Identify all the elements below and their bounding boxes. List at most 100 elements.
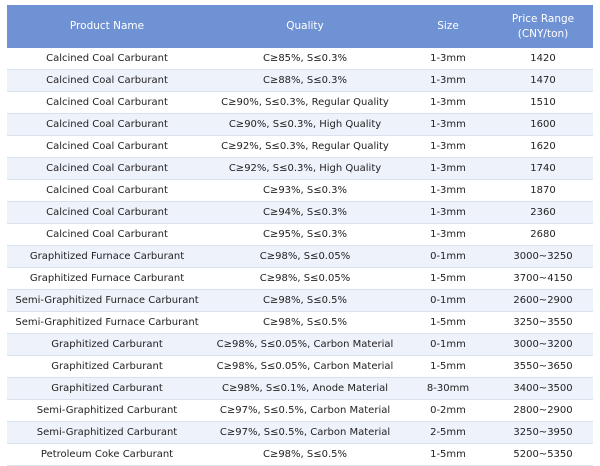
cell-price-range: 2360 xyxy=(493,201,593,224)
cell-quality: C≥98%, S≤0.05%, Carbon Material xyxy=(207,355,403,378)
table-row: Calcined Coal Carburant C≥93%, S≤0.3% 1-3m… xyxy=(7,179,593,202)
table-row: Graphitized Furnace Carburant C≥98%, S≤0.… xyxy=(7,267,593,290)
header-product-name: Product Name xyxy=(7,5,207,48)
cell-quality: C≥94%, S≤0.3% xyxy=(207,201,403,224)
cell-size: 0-2mm xyxy=(403,399,493,422)
cell-product-name: Graphitized Furnace Carburant xyxy=(7,245,207,268)
cell-price-range: 1620 xyxy=(493,135,593,158)
cell-size: 8-30mm xyxy=(403,377,493,400)
cell-product-name: Calcined Coal Carburant xyxy=(7,157,207,180)
table-row: Petroleum Coke Carburant C≥98%, S≤0.5% 1-5… xyxy=(7,443,593,466)
table-row: Calcined Coal Carburant C≥94%, S≤0.3% 1-3m… xyxy=(7,201,593,224)
cell-size: 1-3mm xyxy=(403,179,493,202)
cell-price-range: 3000~3250 xyxy=(493,245,593,268)
cell-product-name: Graphitized Carburant xyxy=(7,377,207,400)
cell-size: 1-3mm xyxy=(403,69,493,92)
cell-size: 1-3mm xyxy=(403,113,493,136)
cell-quality: C≥98%, S≤0.5% xyxy=(207,311,403,334)
cell-product-name: Graphitized Furnace Carburant xyxy=(7,267,207,290)
cell-price-range: 1600 xyxy=(493,113,593,136)
cell-quality: C≥97%, S≤0.5%, Carbon Material xyxy=(207,421,403,444)
cell-size: 1-5mm xyxy=(403,267,493,290)
table-row: Calcined Coal Carburant C≥95%, S≤0.3% 1-3m… xyxy=(7,223,593,246)
cell-price-range: 3550~3650 xyxy=(493,355,593,378)
cell-size: 1-5mm xyxy=(403,443,493,466)
cell-product-name: Semi-Graphitized Furnace Carburant xyxy=(7,311,207,334)
cell-price-range: 3250~3550 xyxy=(493,311,593,334)
table-row: Calcined Coal Carburant C≥92%, S≤0.3%, Re… xyxy=(7,135,593,158)
header-size: Size xyxy=(403,5,493,48)
header-quality: Quality xyxy=(207,5,403,48)
cell-price-range: 2800~2900 xyxy=(493,399,593,422)
cell-price-range: 2600~2900 xyxy=(493,289,593,312)
cell-quality: C≥98%, S≤0.05%, Carbon Material xyxy=(207,333,403,356)
table-row: Graphitized Carburant C≥98%, S≤0.05%, Car… xyxy=(7,355,593,378)
table-header-row: Product Name Quality Size Price Range (C… xyxy=(7,5,593,48)
carburant-price-table: Product Name Quality Size Price Range (C… xyxy=(7,5,593,466)
table-row: Calcined Coal Carburant C≥92%, S≤0.3%, Hi… xyxy=(7,157,593,180)
cell-quality: C≥88%, S≤0.3% xyxy=(207,69,403,92)
cell-size: 1-3mm xyxy=(403,201,493,224)
table-row: Graphitized Carburant C≥98%, S≤0.1%, Anod… xyxy=(7,377,593,400)
cell-size: 1-3mm xyxy=(403,157,493,180)
cell-product-name: Graphitized Carburant xyxy=(7,355,207,378)
cell-product-name: Semi-Graphitized Carburant xyxy=(7,399,207,422)
cell-size: 1-3mm xyxy=(403,223,493,246)
price-table-container: Product Name Quality Size Price Range (C… xyxy=(7,5,593,466)
cell-product-name: Calcined Coal Carburant xyxy=(7,135,207,158)
cell-price-range: 3250~3950 xyxy=(493,421,593,444)
cell-quality: C≥98%, S≤0.5% xyxy=(207,443,403,466)
table-row: Calcined Coal Carburant C≥88%, S≤0.3% 1-3m… xyxy=(7,69,593,92)
cell-price-range: 2680 xyxy=(493,223,593,246)
cell-quality: C≥90%, S≤0.3%, Regular Quality xyxy=(207,91,403,114)
cell-product-name: Semi-Graphitized Carburant xyxy=(7,421,207,444)
cell-price-range: 3400~3500 xyxy=(493,377,593,400)
cell-product-name: Calcined Coal Carburant xyxy=(7,91,207,114)
header-price-range-label: Price Range xyxy=(511,12,575,25)
cell-price-range: 1420 xyxy=(493,48,593,70)
table-row: Graphitized Carburant C≥98%, S≤0.05%, Car… xyxy=(7,333,593,356)
cell-price-range: 1740 xyxy=(493,157,593,180)
cell-price-range: 1870 xyxy=(493,179,593,202)
cell-product-name: Petroleum Coke Carburant xyxy=(7,443,207,466)
table-row: Calcined Coal Carburant C≥90%, S≤0.3%, Re… xyxy=(7,91,593,114)
cell-product-name: Graphitized Carburant xyxy=(7,333,207,356)
table-row: Semi-Graphitized Carburant C≥97%, S≤0.5%,… xyxy=(7,421,593,444)
cell-quality: C≥98%, S≤0.5% xyxy=(207,289,403,312)
header-price-range: Price Range (CNY/ton) xyxy=(493,5,593,48)
cell-product-name: Semi-Graphitized Furnace Carburant xyxy=(7,289,207,312)
cell-price-range: 1510 xyxy=(493,91,593,114)
cell-quality: C≥90%, S≤0.3%, High Quality xyxy=(207,113,403,136)
cell-quality: C≥85%, S≤0.3% xyxy=(207,48,403,70)
cell-size: 1-3mm xyxy=(403,135,493,158)
table-row: Calcined Coal Carburant C≥90%, S≤0.3%, Hi… xyxy=(7,113,593,136)
cell-size: 1-5mm xyxy=(403,355,493,378)
cell-product-name: Calcined Coal Carburant xyxy=(7,69,207,92)
cell-quality: C≥92%, S≤0.3%, High Quality xyxy=(207,157,403,180)
cell-size: 1-3mm xyxy=(403,48,493,70)
cell-product-name: Calcined Coal Carburant xyxy=(7,179,207,202)
table-row: Semi-Graphitized Carburant C≥97%, S≤0.5%,… xyxy=(7,399,593,422)
cell-size: 0-1mm xyxy=(403,333,493,356)
cell-price-range: 5200~5350 xyxy=(493,443,593,466)
cell-product-name: Calcined Coal Carburant xyxy=(7,201,207,224)
cell-quality: C≥98%, S≤0.05% xyxy=(207,245,403,268)
cell-size: 1-5mm xyxy=(403,311,493,334)
cell-product-name: Calcined Coal Carburant xyxy=(7,223,207,246)
table-body: Calcined Coal Carburant C≥85%, S≤0.3% 1-3m… xyxy=(7,48,593,466)
cell-price-range: 1470 xyxy=(493,69,593,92)
cell-size: 2-5mm xyxy=(403,421,493,444)
cell-price-range: 3700~4150 xyxy=(493,267,593,290)
table-row: Graphitized Furnace Carburant C≥98%, S≤0.… xyxy=(7,245,593,268)
cell-quality: C≥97%, S≤0.5%, Carbon Material xyxy=(207,399,403,422)
cell-size: 1-3mm xyxy=(403,91,493,114)
cell-quality: C≥98%, S≤0.1%, Anode Material xyxy=(207,377,403,400)
table-row: Semi-Graphitized Furnace Carburant C≥98%,… xyxy=(7,311,593,334)
header-price-range-unit: (CNY/ton) xyxy=(517,27,569,40)
cell-size: 0-1mm xyxy=(403,245,493,268)
table-row: Calcined Coal Carburant C≥85%, S≤0.3% 1-3m… xyxy=(7,48,593,70)
cell-quality: C≥98%, S≤0.05% xyxy=(207,267,403,290)
cell-quality: C≥92%, S≤0.3%, Regular Quality xyxy=(207,135,403,158)
cell-price-range: 3000~3200 xyxy=(493,333,593,356)
cell-quality: C≥95%, S≤0.3% xyxy=(207,223,403,246)
